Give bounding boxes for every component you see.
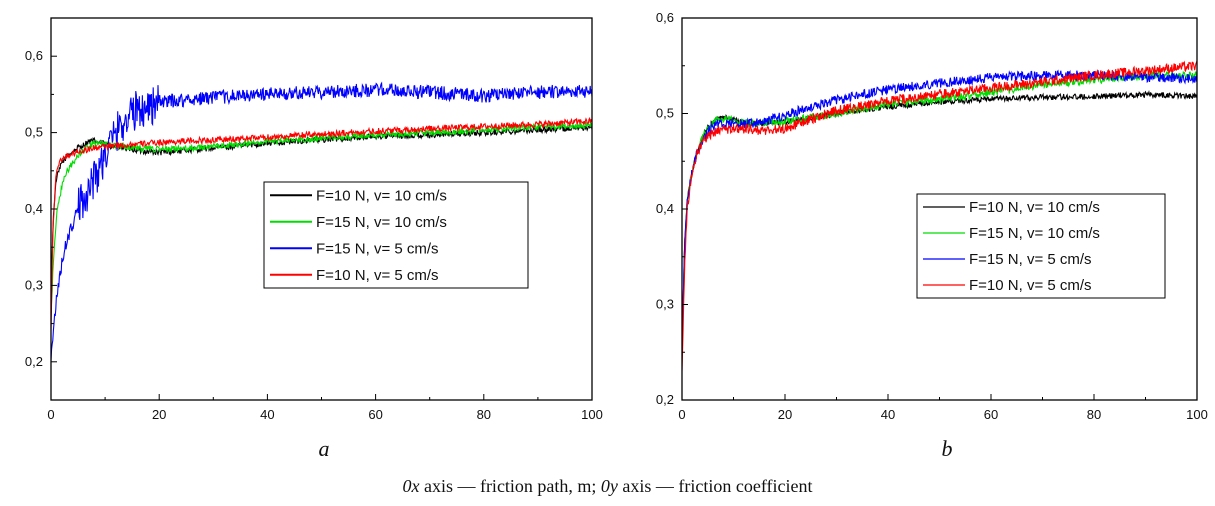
x-tick-label: 20 <box>152 407 166 422</box>
chart-panel-b: 0 20 40 60 80 100 0,2 0,3 0,4 0,5 0,6 F=10 N, v= 10… <box>656 10 1208 461</box>
caption-oy-text: axis — friction coefficient <box>617 476 813 496</box>
legend-label: F=15 N, v= 5 cm/s <box>969 251 1092 268</box>
x-tick-label: 80 <box>1087 407 1101 422</box>
chart-panel-a: 0 20 40 60 80 100 0,2 0,3 0,4 0,5 0,6 F=10 N, v= 10… <box>25 17 603 461</box>
y-tick-label: 0,5 <box>25 125 43 140</box>
legend-label: F=15 N, v= 5 cm/s <box>316 240 439 257</box>
y-tick-label: 0,2 <box>656 392 674 407</box>
y-tick-label: 0,4 <box>25 201 43 216</box>
y-tick-label: 0,3 <box>25 277 43 292</box>
panel-label: a <box>319 436 330 461</box>
caption-ox-text: axis — friction path, m; <box>419 476 601 496</box>
legend-box <box>263 181 529 289</box>
y-tick-label: 0,3 <box>656 297 674 312</box>
y-tick-label: 0,6 <box>656 10 674 25</box>
x-tick-label: 40 <box>881 407 895 422</box>
series-line-2 <box>51 121 592 317</box>
y-tick-label: 0,4 <box>656 201 674 216</box>
series-line-3 <box>682 69 1197 348</box>
figure-caption: 0x axis — friction path, m; 0y axis — fr… <box>0 476 1215 497</box>
series-line-4 <box>51 116 592 331</box>
legend-label: F=10 N, v= 10 cm/s <box>316 187 447 204</box>
x-tick-label: 40 <box>260 407 274 422</box>
x-tick-label: 100 <box>1186 407 1208 422</box>
y-tick-label: 0,2 <box>25 354 43 369</box>
legend: F=10 N, v= 10 cm/s F=15 N, v= 10 cm/s F=15… <box>916 193 1166 299</box>
x-tick-label: 80 <box>477 407 491 422</box>
series-line-3 <box>51 81 592 361</box>
panel-label: b <box>942 436 953 461</box>
x-tick-label: 20 <box>778 407 792 422</box>
x-tick-label: 0 <box>47 407 54 422</box>
x-tick-label: 60 <box>984 407 998 422</box>
x-tick-label: 100 <box>581 407 603 422</box>
legend-label: F=15 N, v= 10 cm/s <box>969 225 1100 242</box>
legend-box <box>916 193 1166 299</box>
y-tick-label: 0,5 <box>656 106 674 121</box>
legend-label: F=15 N, v= 10 cm/s <box>316 214 447 231</box>
caption-oy: 0y <box>600 476 618 496</box>
legend-label: F=10 N, v= 10 cm/s <box>969 199 1100 216</box>
y-tick-label: 0,6 <box>25 48 43 63</box>
caption-ox: 0x <box>402 476 420 496</box>
legend-label: F=10 N, v= 5 cm/s <box>316 267 439 284</box>
legend: F=10 N, v= 10 cm/s F=15 N, v= 10 cm/s F=15… <box>263 181 529 289</box>
x-tick-label: 60 <box>368 407 382 422</box>
legend-label: F=10 N, v= 5 cm/s <box>969 277 1092 294</box>
x-tick-label: 0 <box>678 407 685 422</box>
series-line-4 <box>682 60 1197 371</box>
